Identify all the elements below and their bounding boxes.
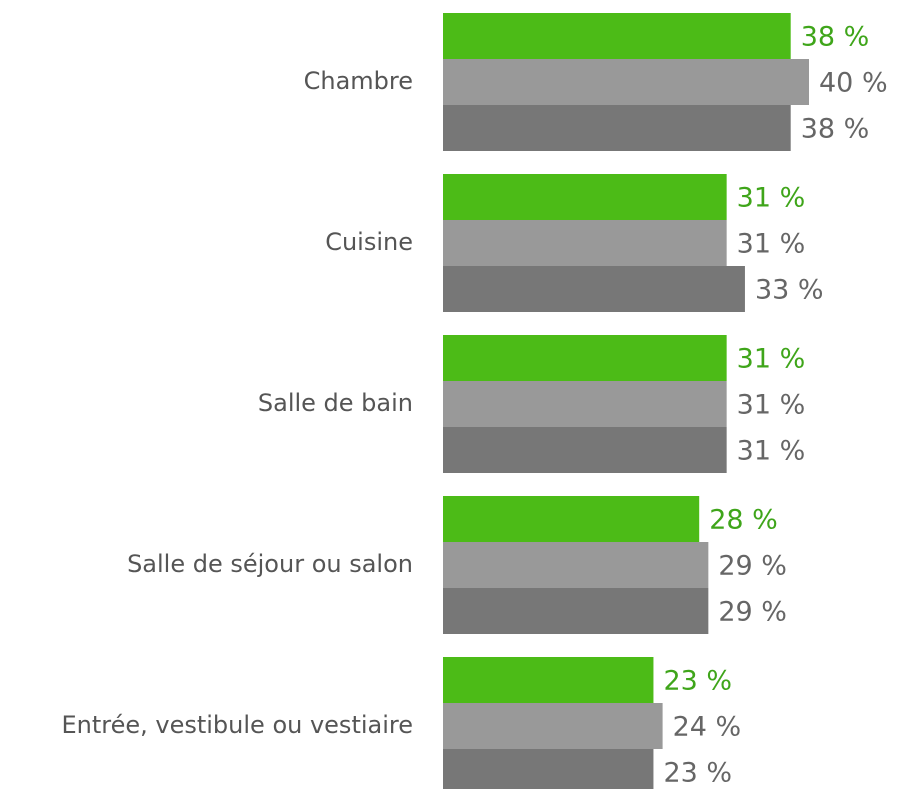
bar [443,59,809,105]
category-label: Chambre [304,67,413,95]
bar [443,381,727,427]
bar [443,427,727,473]
value-label: 29 % [718,597,787,628]
value-label: 24 % [673,712,742,743]
bar [443,266,745,312]
value-label: 31 % [737,229,806,260]
value-label: 31 % [737,344,806,375]
value-label: 33 % [755,275,824,306]
value-label: 38 % [801,22,870,53]
value-label: 31 % [737,183,806,214]
value-label: 38 % [801,114,870,145]
value-label: 29 % [718,551,787,582]
bar [443,588,709,634]
category-label: Cuisine [325,228,413,256]
bar [443,657,654,703]
bar [443,220,727,266]
bar [443,749,654,789]
bar [443,335,727,381]
value-label: 40 % [819,68,888,99]
value-label: 28 % [709,505,778,536]
category-label: Salle de séjour ou salon [127,550,413,578]
bar [443,496,700,542]
bar [443,703,663,749]
value-label: 23 % [663,758,732,789]
bar [443,174,727,220]
value-label: 31 % [737,390,806,421]
bar [443,13,791,59]
category-label: Entrée, vestibule ou vestiaire [61,711,413,739]
bar [443,105,791,151]
bar [443,542,709,588]
category-label: Salle de bain [258,389,413,417]
value-label: 23 % [663,666,732,697]
value-label: 31 % [737,436,806,467]
